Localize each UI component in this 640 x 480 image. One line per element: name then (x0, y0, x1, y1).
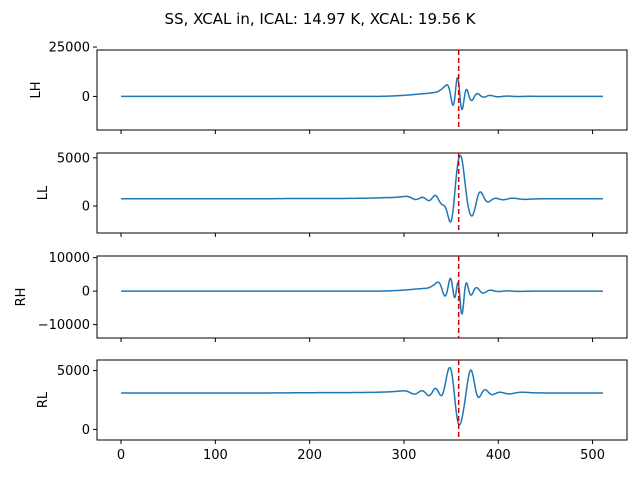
y-ticks: 0 25000 (49, 41, 97, 105)
y-tick-label: 0 (82, 423, 90, 438)
panel-2: LL 0 5000 (36, 151, 628, 237)
y-tick-label: 0 (82, 285, 90, 300)
x-tick-label: 200 (297, 448, 322, 463)
x-ticks (120, 130, 594, 134)
y-axis-label: RL (36, 391, 51, 408)
y-axis-label: LH (29, 81, 44, 98)
x-tick-label: 100 (203, 448, 228, 463)
signal-line (120, 366, 604, 426)
y-tick-label: 5000 (57, 364, 90, 379)
y-axis-label: LL (36, 185, 51, 200)
plot-area (120, 50, 604, 130)
x-tick-label: 400 (486, 448, 511, 463)
panel-frame (96, 255, 628, 339)
panel-frame (96, 359, 628, 441)
plot-area (120, 360, 604, 440)
y-tick-label: 0 (82, 200, 90, 215)
panel-1: LH 0 25000 (29, 41, 628, 134)
chart-title: SS, XCAL in, ICAL: 14.97 K, XCAL: 19.56 … (165, 10, 477, 28)
y-ticks: 0 5000 (57, 151, 97, 215)
y-tick-label: 5000 (57, 151, 90, 166)
x-ticks: 0 100 200 300 400 500 (117, 440, 605, 463)
y-tick-label: 0 (82, 90, 90, 105)
x-ticks (120, 233, 594, 237)
y-tick-label: −10000 (38, 318, 90, 333)
y-tick-label: 10000 (49, 251, 90, 266)
panel-3: RH −10000 0 10000 (14, 251, 628, 342)
panel-frame (96, 49, 628, 131)
y-tick-label: 25000 (49, 41, 90, 56)
signal-line (120, 76, 604, 111)
y-ticks: −10000 0 10000 (38, 251, 97, 333)
x-tick-label: 500 (580, 448, 605, 463)
y-axis-label: RH (14, 288, 29, 307)
panel-frame (96, 152, 628, 234)
x-ticks (120, 338, 594, 342)
signal-line (120, 154, 604, 223)
panel-4: RL 0 5000 0 100 200 300 400 500 (36, 359, 628, 463)
x-tick-label: 0 (117, 448, 125, 463)
x-tick-label: 300 (392, 448, 417, 463)
signal-line (120, 277, 604, 315)
plot-area (120, 256, 604, 338)
y-ticks: 0 5000 (57, 364, 97, 438)
plot-area (120, 153, 604, 233)
